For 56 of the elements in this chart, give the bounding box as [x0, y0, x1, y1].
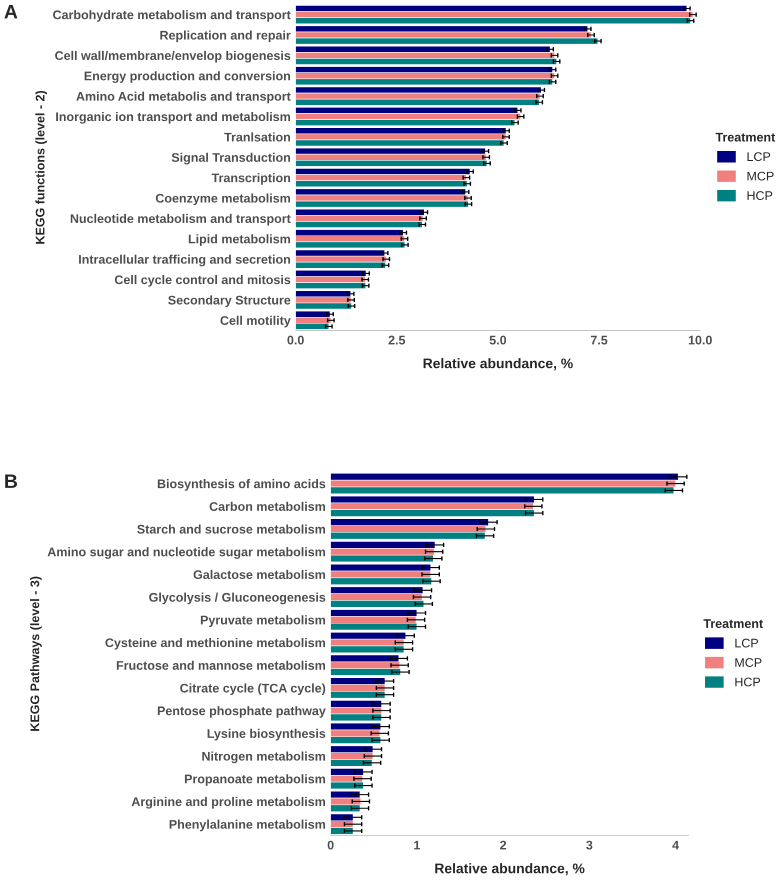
legend-label: LCP	[748, 152, 770, 162]
y-tick-label: Signal Transduction	[172, 152, 290, 164]
x-axis-title: Relative abundance, %	[435, 863, 584, 876]
y-tick-label: Cell cycle control and mitosis	[114, 275, 290, 287]
y-tick-label: Propanoate metabolism	[184, 774, 326, 786]
y-tick-label: Amino Acid metabolis and transport	[76, 92, 291, 104]
y-axis-title: KEGG functions (level - 2)	[35, 90, 47, 244]
y-tick-label: Nucleotide metabolism and transport	[70, 214, 291, 226]
x-tick-label: 0.0	[287, 336, 304, 345]
x-tick-label: 3	[586, 840, 592, 850]
y-tick-label: Inorganic ion transport and metabolism	[56, 112, 290, 124]
y-tick-label: Starch and sucrose metabolism	[137, 524, 326, 534]
x-tick-label: 4	[672, 840, 680, 850]
x-tick-label: 0	[328, 840, 334, 850]
legend-label: MCP	[748, 172, 774, 181]
x-tick-label: 1	[414, 840, 420, 850]
y-tick-label: Energy production and conversion	[84, 71, 290, 83]
y-tick-label: Lipid metabolism	[188, 234, 290, 246]
x-tick-label: 10.0	[688, 336, 712, 345]
legend-title: Treatment	[704, 619, 763, 628]
y-tick-label: Galactose metabolism	[194, 570, 326, 580]
y-tick-label: Fructose and mannose metabolism	[116, 660, 326, 670]
y-tick-label: Glycolysis / Gluconeogenesis	[149, 592, 326, 604]
y-tick-label: Cell wall/membrane/envelop biogenesis	[55, 50, 290, 63]
y-tick-label: Pentose phosphate pathway	[158, 706, 326, 718]
x-axis-title: Relative abundance, %	[424, 358, 573, 370]
legend-label: MCP	[735, 658, 762, 667]
y-tick-label: Replication and repair	[160, 30, 291, 42]
y-axis-title: KEGG Pathways (level - 3)	[30, 576, 42, 731]
legend-label: LCP	[735, 638, 758, 648]
y-tick-label: Nitrogen metabolism	[202, 752, 326, 764]
y-tick-label: Coenzyme metabolism	[156, 193, 290, 206]
y-tick-label: Cell motility	[220, 316, 291, 328]
x-tick-label: 5.0	[490, 336, 506, 345]
legend-title: Treatment	[716, 132, 776, 142]
y-tick-label: Phenylalanine metabolism	[170, 820, 326, 832]
y-tick-label: Carbon metabolism	[210, 502, 326, 511]
y-tick-label: Tranlsation	[224, 132, 290, 142]
text: A	[4, 4, 18, 18]
y-tick-label: Amino sugar and nucleotide sugar metabolism	[48, 547, 326, 559]
y-tick-label: Arginine and proline metabolism	[132, 796, 326, 809]
y-tick-label: Intracellular trafficing and secretion	[79, 254, 290, 266]
x-tick-label: 2.5	[388, 336, 406, 345]
y-tick-label: Biosynthesis of amino acids	[158, 479, 326, 491]
y-tick-label: Transcription	[212, 173, 290, 185]
y-tick-label: Secondary Structure	[168, 295, 290, 308]
legend-label: HCP	[735, 678, 760, 686]
text: B	[5, 474, 18, 488]
x-tick-label: 2	[500, 840, 506, 850]
y-tick-label: Carbohydrate metabolism and transport	[53, 10, 291, 22]
y-tick-label: Pyruvate metabolism	[200, 615, 326, 627]
y-tick-label: Lysine biosynthesis	[208, 728, 326, 740]
legend-label: HCP	[748, 191, 772, 200]
y-tick-label: Citrate cycle (TCA cycle)	[180, 683, 326, 696]
x-tick-label: 7.5	[590, 336, 608, 345]
y-tick-label: Cysteine and methionine metabolism	[105, 638, 326, 650]
